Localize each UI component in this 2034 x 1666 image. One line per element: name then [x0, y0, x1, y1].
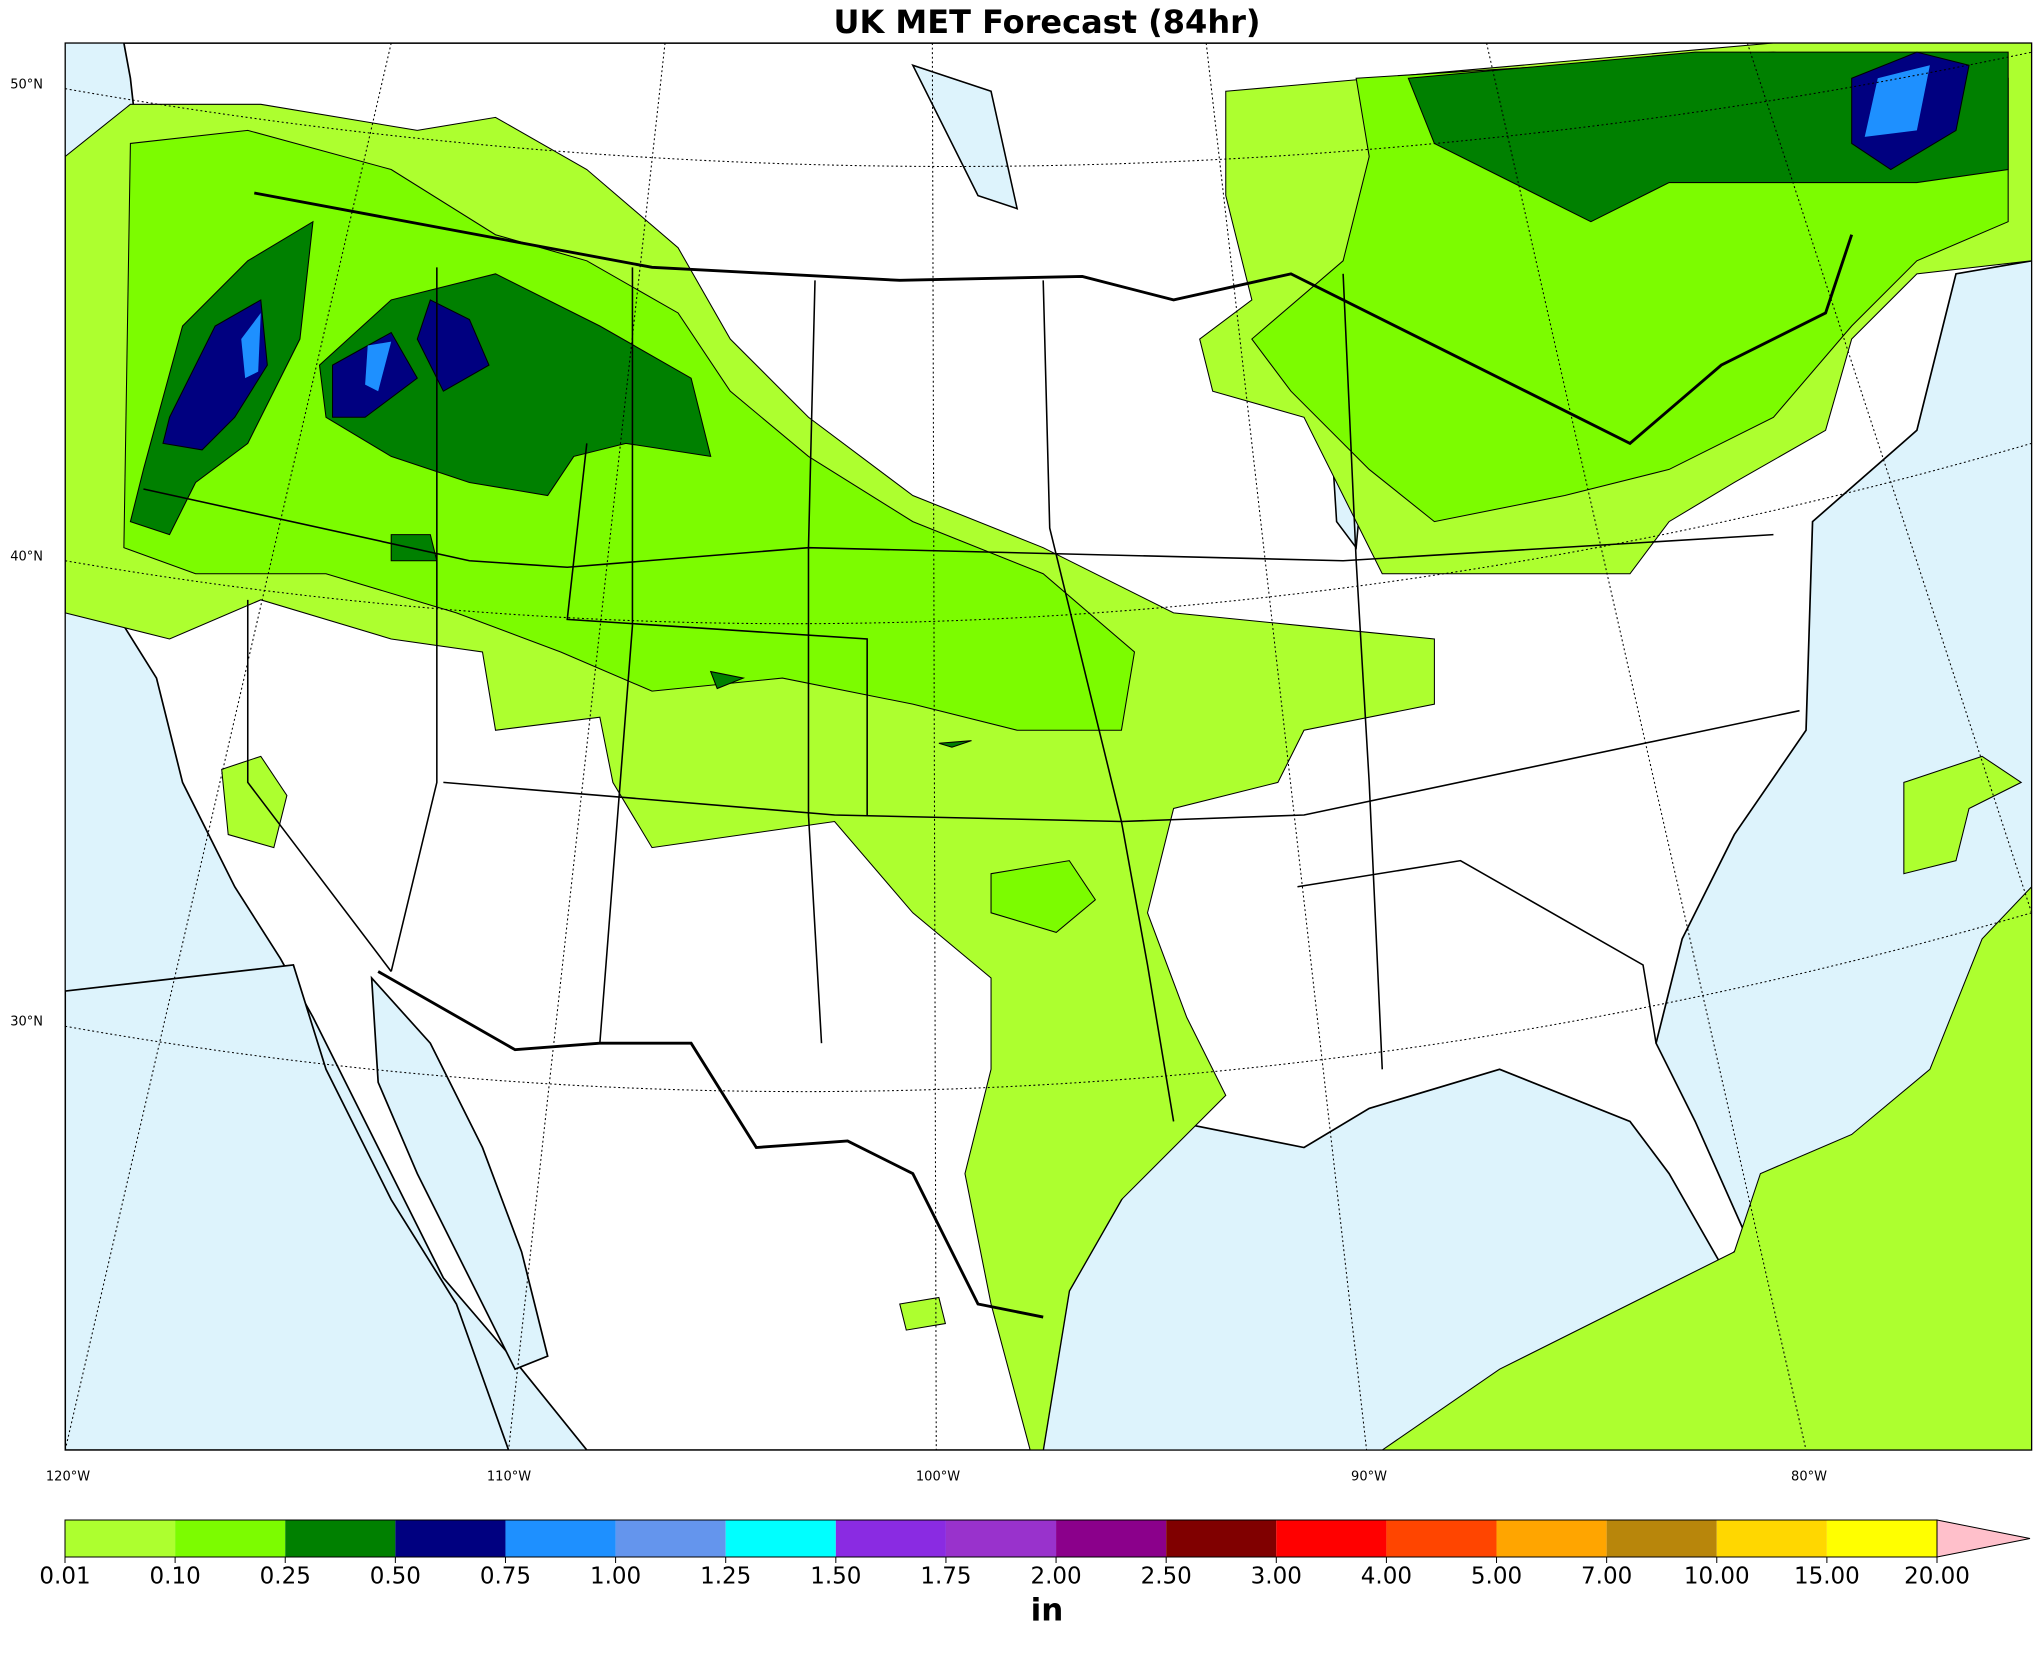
graticule: [65, 43, 2032, 1451]
state-lines: [143, 267, 1800, 1122]
colorbar-bin: [65, 1520, 176, 1557]
colorbar-tick-label: 1.00: [590, 1564, 641, 1590]
colorbar-bin: [835, 1520, 946, 1557]
borders: [254, 191, 1854, 1319]
map: [64, 42, 2033, 1451]
lat-label: 40°N: [10, 550, 43, 565]
colorbar-bin: [945, 1520, 1057, 1557]
lon-label: 120°W: [46, 1470, 90, 1485]
colorbar-tick-label: 0.25: [260, 1564, 311, 1590]
colorbar-bin: [1276, 1520, 1387, 1557]
colorbar-bin: [1606, 1520, 1717, 1557]
colorbar-tick-label: 4.00: [1361, 1564, 1412, 1590]
title: UK MET Forecast (84hr): [833, 3, 1260, 41]
colorbar-bin: [395, 1520, 506, 1557]
colorbar-tick-label: 2.50: [1141, 1564, 1192, 1590]
colorbar-frame: [64, 1519, 1938, 1558]
colorbar-tick-label: 15.00: [1794, 1564, 1860, 1590]
colorbar-bin: [1496, 1520, 1607, 1557]
colorbar-tick-label: 20.00: [1904, 1564, 1970, 1590]
lon-label: 80°W: [1791, 1470, 1827, 1485]
colorbar-unit: in: [1031, 1593, 1064, 1629]
colorbar-bin: [285, 1520, 396, 1557]
colorbar-bin: [1826, 1520, 1937, 1557]
baja-ocean: [65, 964, 510, 1451]
colorbar-bin: [725, 1520, 836, 1557]
colorbar-extend: [1936, 1519, 2031, 1558]
colorbar-tick-label: 0.01: [39, 1564, 90, 1590]
colorbar-tick-label: 0.75: [480, 1564, 531, 1590]
map-frame: [64, 42, 2033, 1451]
precip-extreme: [241, 65, 1930, 392]
colorbar-tick-label: 1.75: [920, 1564, 971, 1590]
colorbar-tick-label: 10.00: [1684, 1564, 1750, 1590]
lat-label: 30°N: [10, 1015, 43, 1030]
lat-label: 50°N: [10, 78, 43, 93]
colorbar-bin: [505, 1520, 616, 1557]
colorbar-tick-label: 1.25: [700, 1564, 751, 1590]
colorbar-bin: [1166, 1520, 1277, 1557]
colorbar-bin: [175, 1520, 286, 1557]
lon-label: 90°W: [1351, 1470, 1387, 1485]
colorbar-bin: [1056, 1520, 1167, 1557]
colorbar-bin: [1716, 1520, 1827, 1557]
lon-label: 100°W: [916, 1470, 960, 1485]
colorbar-tick-label: 0.10: [150, 1564, 201, 1590]
colorbar-tick-label: 0.50: [370, 1564, 421, 1590]
lon-label: 110°W: [487, 1470, 531, 1485]
colorbar-bin: [615, 1520, 726, 1557]
colorbar-tick-label: 2.00: [1030, 1564, 1081, 1590]
colorbar-bin: [1386, 1520, 1497, 1557]
colorbar-tick-label: 3.00: [1251, 1564, 1302, 1590]
colorbar-tick-label: 7.00: [1581, 1564, 1632, 1590]
colorbar-tick-label: 1.50: [810, 1564, 861, 1590]
colorbar-tick-label: 5.00: [1471, 1564, 1522, 1590]
gulf-of-california: [370, 975, 549, 1371]
